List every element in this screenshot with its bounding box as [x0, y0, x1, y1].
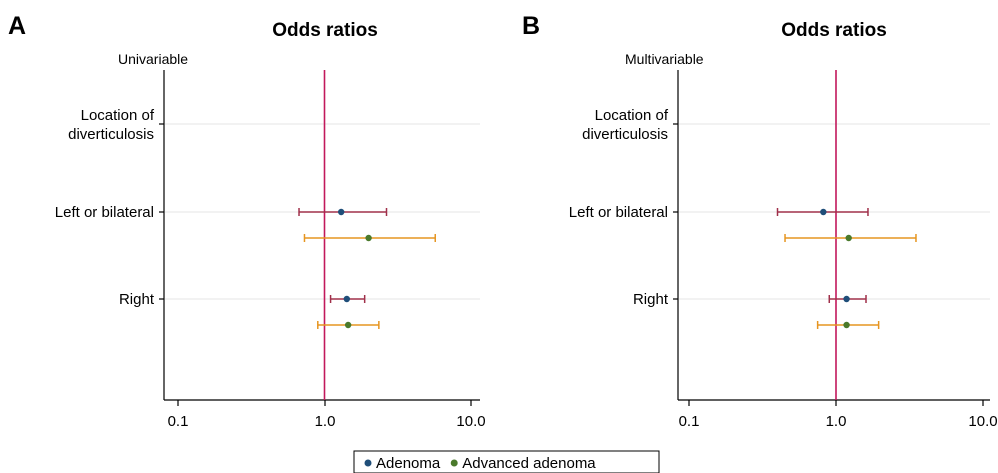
category-label-line: Left or bilateral: [55, 204, 154, 221]
category-label: Right: [633, 291, 669, 308]
legend: Adenoma Advanced adenoma: [353, 450, 660, 473]
chart-subtitle: Multivariable: [625, 51, 704, 67]
legend-marker: [450, 459, 458, 467]
x-tick-label: 10.0: [456, 413, 485, 430]
data-point: [820, 208, 827, 216]
category-label-line: Right: [633, 291, 669, 308]
panel-label: A: [8, 12, 26, 40]
data-point: [337, 208, 345, 216]
panel-a: A Odds ratios Univariable Location of divert…: [8, 12, 486, 430]
data-point: [843, 321, 850, 329]
category-label: Left or bilateral: [55, 204, 154, 221]
data-point-group: [317, 321, 380, 329]
chart-subtitle: Univariable: [118, 51, 188, 67]
data-point: [365, 234, 372, 242]
data-point: [344, 321, 352, 329]
data-point-group: [303, 234, 436, 242]
category-label: Location of diverticulosis: [582, 107, 669, 143]
category-label-line: Left or bilateral: [569, 204, 668, 221]
chart-title: Odds ratios: [781, 20, 887, 41]
data-point-group: [329, 295, 366, 303]
x-tick-label: 0.1: [168, 413, 189, 430]
x-tick-label: 10.0: [968, 413, 997, 430]
data-point-group: [298, 208, 388, 216]
chart-title: Odds ratios: [272, 20, 378, 41]
legend-box: [353, 450, 660, 473]
data-point-group: [784, 234, 917, 242]
data-point-group: [816, 321, 880, 329]
data-point: [343, 295, 351, 303]
x-tick-label: 0.1: [679, 413, 700, 430]
legend-item-label: Adenoma: [376, 455, 441, 472]
panel-label: B: [522, 12, 540, 40]
data-point-group: [776, 208, 869, 216]
category-label-line: Location of: [595, 107, 669, 124]
data-point: [845, 234, 852, 242]
x-tick-label: 1.0: [315, 413, 336, 430]
category-label: Left or bilateral: [569, 204, 668, 221]
data-point: [843, 295, 850, 303]
category-label: Location of diverticulosis: [68, 107, 155, 143]
x-tick-label: 1.0: [826, 413, 847, 430]
panel-b: B Odds ratios Multivariable Location of dive…: [522, 12, 998, 430]
legend-marker: [364, 459, 372, 467]
legend-item-label: Advanced adenoma: [462, 455, 596, 472]
category-label-line: diverticulosis: [68, 126, 154, 143]
category-label-line: Location of: [81, 107, 155, 124]
category-label-line: Right: [119, 291, 155, 308]
data-point-group: [828, 295, 867, 303]
category-label: Right: [119, 291, 155, 308]
category-label-line: diverticulosis: [582, 126, 668, 143]
